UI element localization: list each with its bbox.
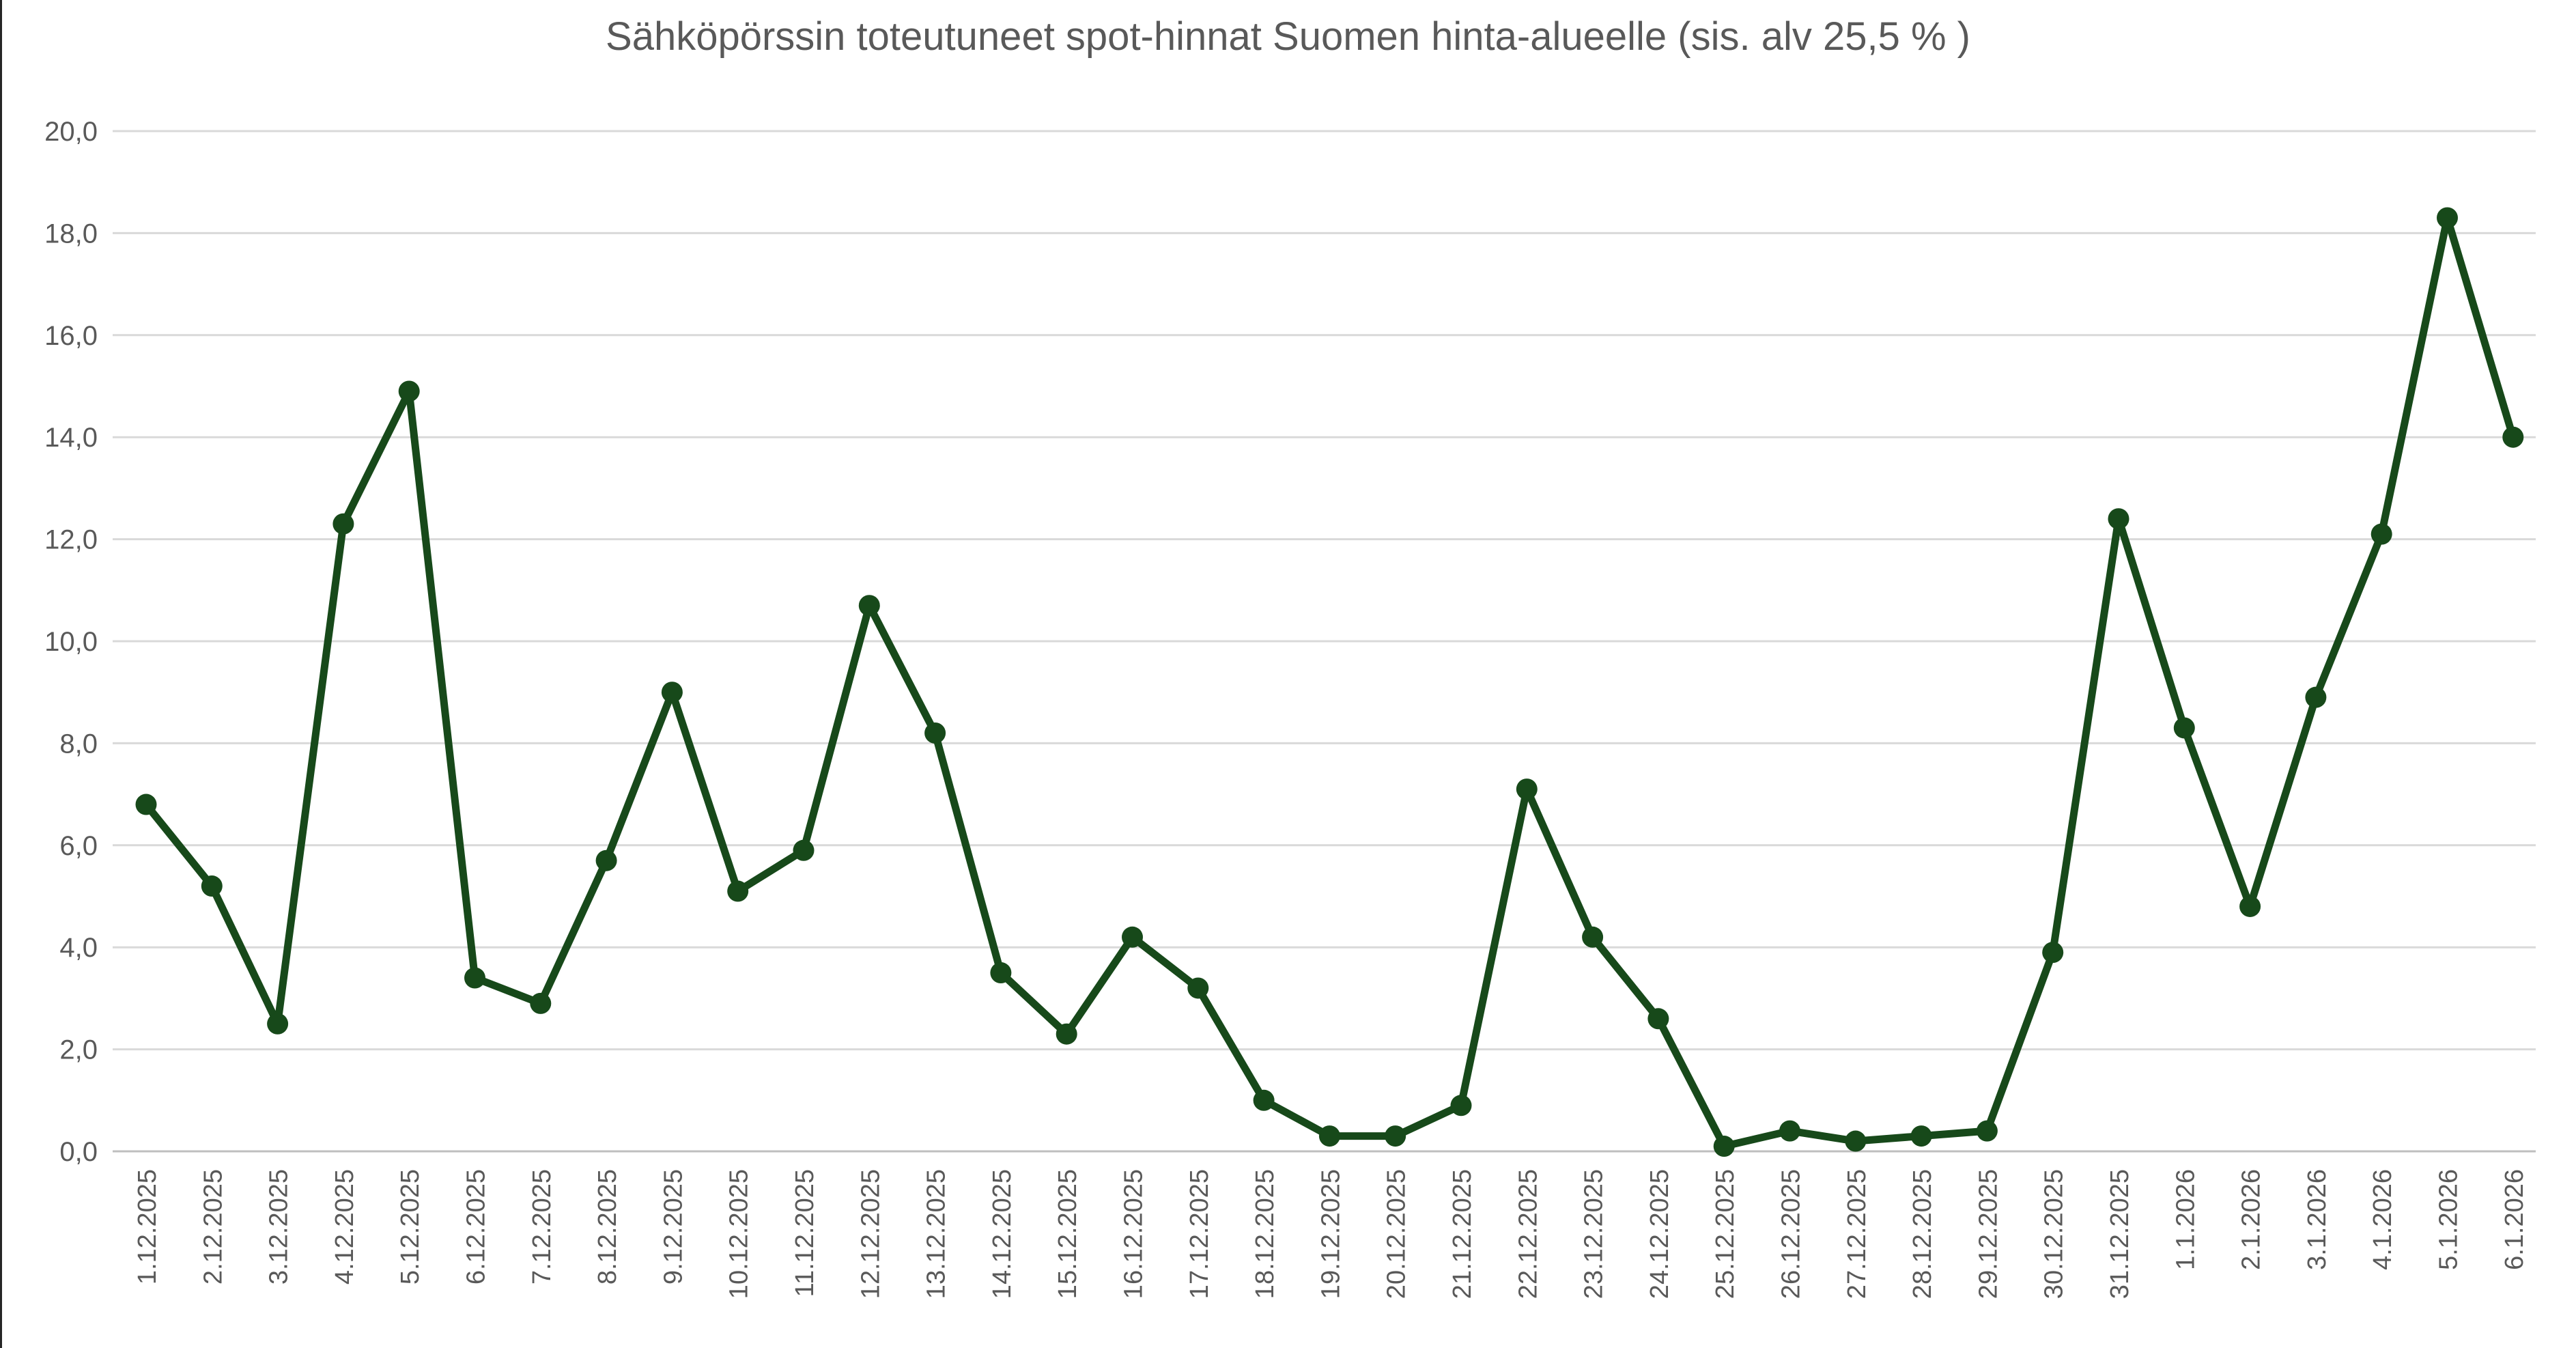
y-tick-label: 0,0 <box>59 1137 98 1167</box>
data-point-marker <box>1713 1136 1735 1157</box>
x-tick-label: 7.12.2025 <box>528 1169 556 1284</box>
x-tick-label: 5.1.2026 <box>2435 1169 2463 1270</box>
x-tick-label: 6.12.2025 <box>462 1169 491 1284</box>
data-point-marker <box>1910 1125 1932 1147</box>
data-point-marker <box>1253 1089 1275 1111</box>
x-tick-label: 1.12.2025 <box>133 1169 162 1284</box>
x-tick-label: 28.12.2025 <box>1908 1169 1937 1299</box>
data-point-marker <box>1187 977 1209 999</box>
x-tick-label: 3.1.2026 <box>2303 1169 2332 1270</box>
data-point-marker <box>332 513 354 535</box>
data-point-marker <box>2502 426 2524 448</box>
window-left-border <box>0 0 2 1348</box>
y-tick-label: 20,0 <box>44 117 98 147</box>
data-point-marker <box>530 992 552 1014</box>
data-point-marker <box>595 849 617 871</box>
x-tick-label: 16.12.2025 <box>1120 1169 1148 1299</box>
y-tick-label: 18,0 <box>44 219 98 249</box>
data-point-marker <box>793 839 815 861</box>
x-tick-label: 14.12.2025 <box>988 1169 1017 1299</box>
data-point-marker <box>2239 895 2261 917</box>
y-tick-label: 10,0 <box>44 627 98 657</box>
y-tick-label: 2,0 <box>59 1035 98 1065</box>
data-point-marker <box>1845 1130 1867 1152</box>
x-tick-label: 4.1.2026 <box>2368 1169 2397 1270</box>
x-tick-label: 8.12.2025 <box>593 1169 622 1284</box>
x-tick-label: 2.12.2025 <box>199 1169 227 1284</box>
data-point-marker <box>398 380 420 402</box>
price-line <box>142 214 2517 1151</box>
data-point-marker <box>2173 717 2195 739</box>
x-tick-label: 17.12.2025 <box>1185 1169 1214 1299</box>
y-tick-label: 16,0 <box>44 321 98 351</box>
x-tick-label: 24.12.2025 <box>1645 1169 1674 1299</box>
data-point-marker <box>727 880 749 902</box>
x-tick-label: 3.12.2025 <box>265 1169 294 1284</box>
y-tick-label: 12,0 <box>44 525 98 555</box>
data-point-marker <box>2042 942 2064 964</box>
x-tick-label: 10.12.2025 <box>725 1169 754 1299</box>
data-point-marker <box>1318 1125 1340 1147</box>
data-point-marker <box>858 595 880 617</box>
x-tick-label: 25.12.2025 <box>1711 1169 1740 1299</box>
y-tick-label: 8,0 <box>59 729 98 759</box>
x-tick-label: 23.12.2025 <box>1580 1169 1609 1299</box>
x-tick-label: 22.12.2025 <box>1514 1169 1542 1299</box>
x-tick-label: 15.12.2025 <box>1053 1169 1082 1299</box>
data-point-marker <box>2108 508 2129 530</box>
x-tick-label: 18.12.2025 <box>1251 1169 1279 1299</box>
data-point-marker <box>1976 1120 1998 1142</box>
x-tick-label: 11.12.2025 <box>791 1169 819 1297</box>
data-point-marker <box>1450 1095 1472 1117</box>
data-point-marker <box>1647 1008 1669 1030</box>
x-tick-label: 12.12.2025 <box>856 1169 885 1299</box>
data-point-marker <box>924 722 946 744</box>
x-tick-label: 27.12.2025 <box>1843 1169 1871 1299</box>
x-tick-label: 30.12.2025 <box>2040 1169 2069 1299</box>
x-tick-label: 2.1.2026 <box>2237 1169 2266 1270</box>
x-tick-label: 31.12.2025 <box>2106 1169 2134 1299</box>
y-tick-label: 4,0 <box>59 933 98 963</box>
data-point-marker <box>1516 778 1538 800</box>
data-point-marker <box>135 794 157 815</box>
y-tick-label: 6,0 <box>59 831 98 861</box>
x-tick-label: 26.12.2025 <box>1777 1169 1806 1299</box>
data-point-marker <box>1056 1023 1077 1045</box>
data-point-marker <box>267 1013 289 1035</box>
data-point-marker <box>201 875 223 897</box>
data-point-marker <box>2437 207 2458 229</box>
x-tick-label: 5.12.2025 <box>396 1169 425 1284</box>
x-tick-label: 6.1.2026 <box>2500 1169 2529 1270</box>
y-tick-label: 14,0 <box>44 423 98 453</box>
x-tick-label: 21.12.2025 <box>1448 1169 1477 1299</box>
x-tick-label: 20.12.2025 <box>1383 1169 1411 1299</box>
data-point-marker <box>1122 926 1143 948</box>
data-point-marker <box>1779 1120 1800 1142</box>
x-tick-label: 4.12.2025 <box>330 1169 359 1284</box>
data-point-marker <box>990 962 1012 984</box>
x-tick-label: 13.12.2025 <box>922 1169 951 1299</box>
data-point-marker <box>661 682 683 703</box>
data-point-marker <box>464 967 485 989</box>
data-point-marker <box>2305 686 2327 708</box>
chart-title: Sähköpörssin toteutuneet spot-hinnat Suo… <box>606 14 1970 59</box>
data-point-marker <box>2370 523 2392 545</box>
data-point-marker <box>1385 1125 1406 1147</box>
x-tick-label: 29.12.2025 <box>1974 1169 2002 1299</box>
x-tick-label: 1.1.2026 <box>2171 1169 2200 1270</box>
x-tick-label: 19.12.2025 <box>1316 1169 1345 1299</box>
data-point-marker <box>1582 926 1604 948</box>
x-tick-label: 9.12.2025 <box>659 1169 688 1284</box>
